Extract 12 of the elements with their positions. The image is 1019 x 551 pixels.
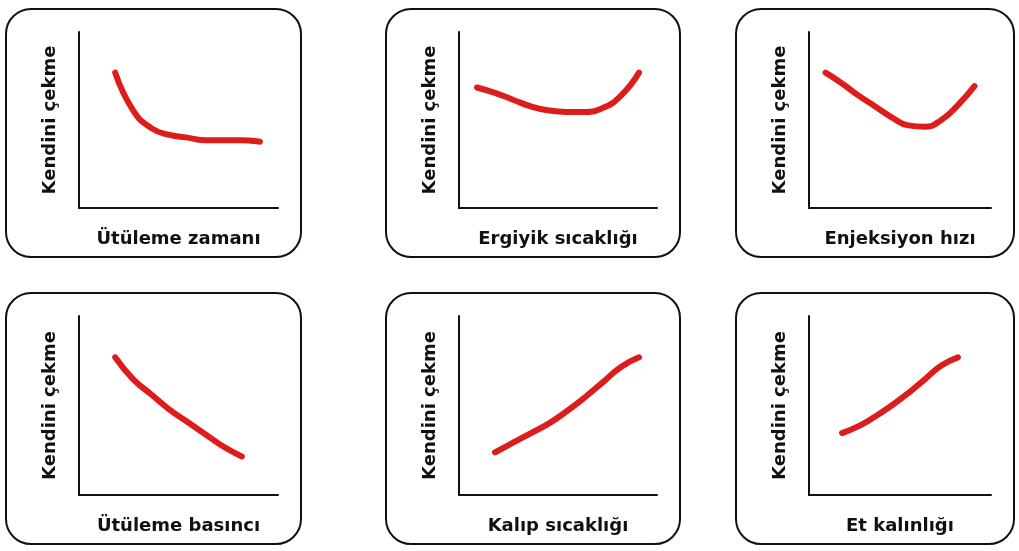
x-axis-title: Ütüleme zamanı bbox=[96, 226, 261, 248]
y-axis-title: Kendini çekme bbox=[37, 45, 59, 195]
x-axis-title: Ütüleme basıncı bbox=[96, 513, 261, 535]
y-axis-title: Kendini çekme bbox=[417, 331, 439, 480]
y-axis-title: Kendini çekme bbox=[767, 331, 789, 480]
y-axis-title: Kendini çekme bbox=[417, 45, 439, 195]
y-axis-title: Kendini çekme bbox=[767, 45, 789, 195]
x-axis-title: Ergiyik sıcaklığı bbox=[478, 226, 638, 248]
y-axis-title: Kendini çekme bbox=[37, 331, 59, 480]
x-axis-title: Et kalınlığı bbox=[846, 513, 954, 535]
x-axis-title: Kalıp sıcaklığı bbox=[487, 513, 629, 535]
x-axis-title: Enjeksiyon hızı bbox=[824, 226, 976, 248]
